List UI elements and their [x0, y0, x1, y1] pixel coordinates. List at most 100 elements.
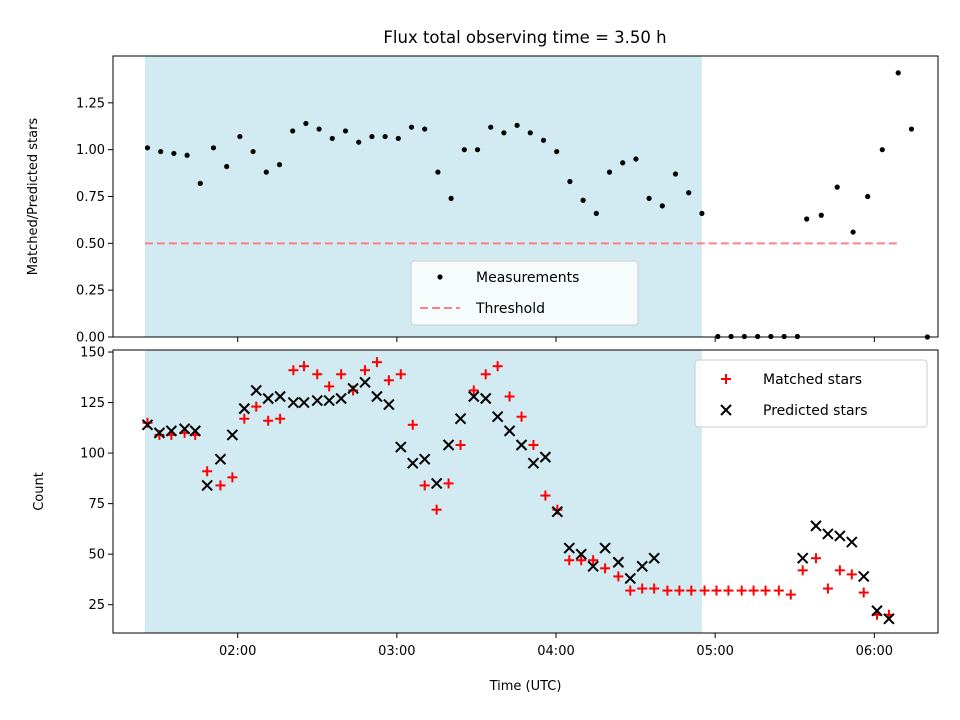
matched-star-marker	[480, 369, 491, 380]
legend-predicted-marker	[720, 404, 732, 416]
predicted-star-marker	[515, 439, 528, 451]
matched-star-marker	[251, 401, 262, 412]
measurement-point	[865, 193, 871, 200]
predicted-star-marker-b	[539, 451, 552, 463]
measurement-point	[567, 178, 573, 185]
bottom-ylabel: Count	[32, 472, 47, 511]
top-legend: Measurements Threshold	[410, 260, 639, 326]
measurement-point	[686, 190, 692, 196]
bottom-axes-frame	[112, 349, 939, 634]
predicted-star-marker-b	[871, 605, 883, 617]
top-ylabel: Matched/Predicted stars	[26, 118, 41, 276]
bottom-ytick-label: 125	[80, 396, 105, 411]
matched-star-marker	[662, 585, 673, 596]
measurement-point	[224, 163, 230, 170]
predicted-star-marker-b	[575, 548, 587, 560]
predicted-star-marker-b	[551, 506, 564, 518]
bottom-ytick-label: 25	[88, 598, 105, 613]
matched-star-marker	[324, 381, 335, 392]
matched-star-marker	[312, 369, 323, 380]
measurement-point	[290, 128, 296, 134]
predicted-star-marker-b	[846, 536, 858, 548]
measurement-point	[818, 212, 824, 218]
matched-star-marker	[674, 585, 685, 596]
bottom-ytick-label: 50	[88, 548, 105, 563]
predicted-star-marker	[539, 451, 552, 463]
measurement-point	[659, 203, 665, 209]
matched-star-marker	[275, 413, 286, 424]
matched-star-marker	[227, 472, 238, 483]
measurement-point	[527, 130, 533, 136]
predicted-star-marker	[480, 392, 492, 405]
measurement-point	[699, 210, 705, 216]
predicted-star-marker-b	[491, 411, 504, 423]
matched-star-marker	[540, 490, 551, 501]
top-legend-box	[410, 260, 639, 326]
predicted-star-marker-b	[287, 396, 300, 409]
predicted-star-marker-b	[238, 402, 251, 415]
measurement-point	[210, 145, 217, 151]
measurement-point	[474, 147, 481, 153]
matched-star-marker	[528, 440, 539, 451]
predicted-star-marker-b	[274, 390, 286, 403]
predicted-star-marker	[563, 542, 575, 554]
measurement-point	[422, 126, 428, 132]
predicted-star-marker	[468, 390, 480, 403]
predicted-star-marker-b	[527, 457, 540, 469]
predicted-star-marker	[527, 457, 540, 469]
predicted-star-marker-b	[636, 560, 648, 572]
predicted-star-marker-b	[599, 542, 611, 554]
top-panel: 0.00 0.25 0.50 0.75 1.00 1.25 Matched/Predicte…	[26, 55, 939, 346]
matched-star-marker	[407, 419, 418, 430]
measurement-point	[633, 156, 639, 162]
predicted-star-marker	[323, 394, 335, 407]
matched-star-marker	[600, 563, 611, 574]
measurement-point	[672, 171, 679, 177]
predicted-star-marker	[612, 556, 625, 568]
predicted-star-marker-b	[189, 425, 201, 437]
predicted-star-marker-b	[298, 396, 310, 409]
predicted-star-marker	[238, 402, 251, 415]
predicted-star-marker-b	[883, 613, 895, 625]
matched-star-marker	[810, 553, 821, 564]
bottom-xtick-label: 06:00	[856, 644, 893, 659]
predicted-star-marker	[454, 413, 467, 425]
matched-star-marker	[419, 480, 430, 491]
predicted-star-marker	[165, 425, 178, 437]
matched-star-marker	[298, 361, 309, 372]
predicted-star-marker-b	[395, 441, 407, 453]
matched-star-marker	[858, 587, 869, 598]
predicted-star-marker-b	[515, 439, 528, 451]
predicted-star-marker-b	[214, 453, 227, 465]
top-ytick-label: 0.75	[76, 190, 105, 205]
matched-star-marker	[588, 555, 599, 566]
measurement-point	[834, 184, 840, 190]
matched-star-marker	[625, 585, 636, 596]
matched-star-marker	[516, 411, 527, 422]
measurement-point	[593, 210, 599, 216]
matched-star-marker	[202, 466, 213, 477]
predicted-star-marker-b	[480, 392, 492, 405]
measurement-points	[144, 70, 930, 340]
predicted-star-marker-b	[359, 376, 371, 389]
bottom-legend: Matched stars Predicted stars	[694, 359, 928, 428]
measurement-point	[908, 126, 915, 132]
predicted-star-marker-b	[587, 560, 599, 572]
chart-title: Flux total observing time = 3.50 h	[383, 28, 666, 47]
predicted-star-marker	[201, 479, 213, 492]
measurement-point	[408, 124, 415, 130]
predicted-star-marker	[178, 423, 191, 435]
measurement-point	[184, 152, 190, 158]
predicted-star-marker	[226, 429, 239, 441]
matched-star-marker	[468, 385, 479, 396]
predicted-star-marker	[153, 427, 166, 439]
predicted-star-marker	[214, 453, 227, 465]
measurement-point	[171, 150, 177, 157]
matched-star-marker	[360, 365, 371, 376]
predicted-star-marker-b	[468, 390, 480, 403]
predicted-star-marker	[347, 382, 359, 395]
predicted-star-marker	[287, 396, 300, 409]
legend-measurement-marker	[437, 274, 443, 280]
predicted-star-marker-b	[503, 425, 516, 437]
predicted-star-marker	[189, 425, 201, 437]
